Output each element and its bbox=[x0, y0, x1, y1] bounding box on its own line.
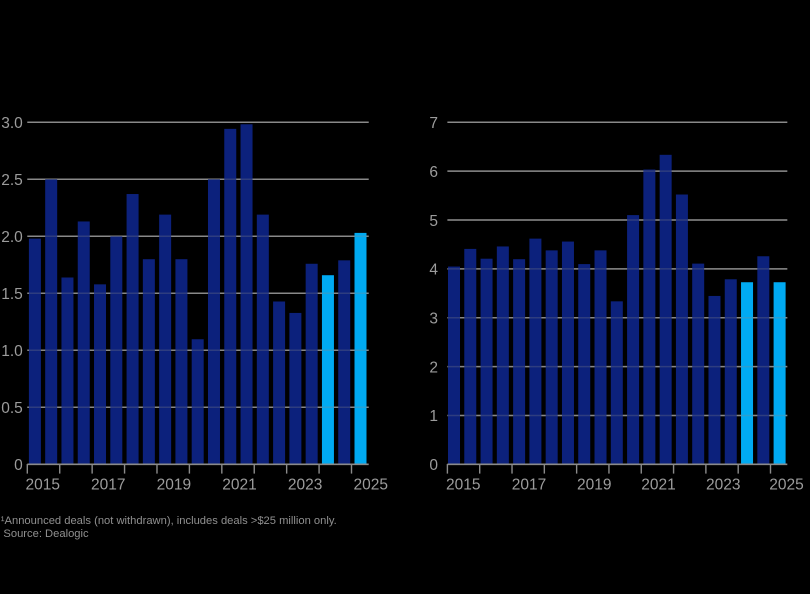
svg-text:2025: 2025 bbox=[769, 476, 803, 493]
svg-text:0: 0 bbox=[429, 457, 438, 474]
svg-text:2015: 2015 bbox=[446, 476, 480, 493]
svg-text:1.0: 1.0 bbox=[1, 343, 23, 360]
svg-text:2017: 2017 bbox=[91, 476, 125, 493]
svg-text:2019: 2019 bbox=[577, 476, 611, 493]
svg-text:2: 2 bbox=[429, 359, 438, 376]
svg-text:2017: 2017 bbox=[512, 476, 546, 493]
svg-text:2021: 2021 bbox=[222, 476, 256, 493]
svg-text:0: 0 bbox=[14, 457, 23, 474]
svg-text:Source: Dealogic: Source: Dealogic bbox=[3, 528, 89, 540]
svg-text:¹Announced deals (not withdraw: ¹Announced deals (not withdrawn), includ… bbox=[1, 515, 337, 527]
svg-text:2021: 2021 bbox=[641, 476, 675, 493]
svg-text:2015: 2015 bbox=[26, 476, 60, 493]
svg-text:3: 3 bbox=[429, 311, 438, 328]
svg-text:5: 5 bbox=[429, 213, 438, 230]
svg-text:2.0: 2.0 bbox=[1, 229, 23, 246]
svg-text:2025: 2025 bbox=[354, 476, 388, 493]
svg-text:1.5: 1.5 bbox=[1, 286, 23, 303]
svg-text:4: 4 bbox=[429, 262, 438, 279]
svg-text:7: 7 bbox=[429, 115, 438, 132]
svg-text:0.5: 0.5 bbox=[1, 400, 23, 417]
svg-text:2023: 2023 bbox=[288, 476, 322, 493]
svg-text:2.5: 2.5 bbox=[1, 172, 23, 189]
svg-text:2019: 2019 bbox=[157, 476, 191, 493]
svg-text:2023: 2023 bbox=[706, 476, 740, 493]
svg-text:3.0: 3.0 bbox=[1, 115, 23, 132]
svg-text:6: 6 bbox=[429, 164, 438, 181]
svg-text:1: 1 bbox=[429, 408, 438, 425]
